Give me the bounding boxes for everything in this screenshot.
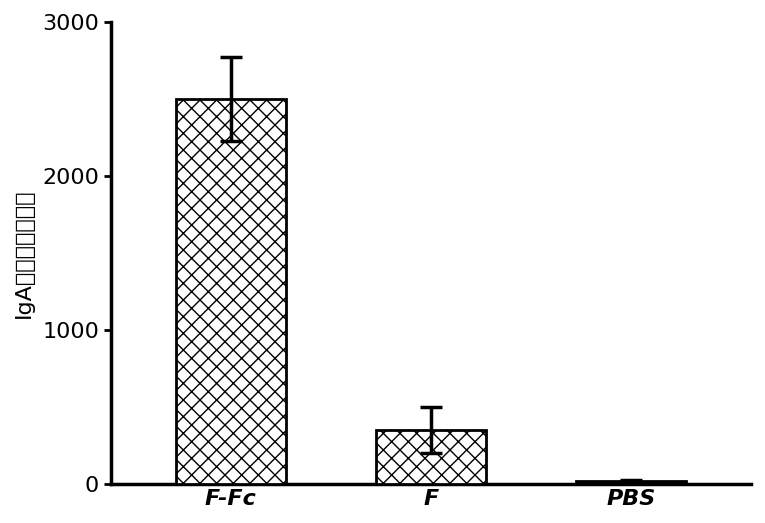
Y-axis label: IgA滴度（肺洗液）: IgA滴度（肺洗液）: [14, 188, 34, 318]
Bar: [376, 430, 486, 484]
Bar: [576, 481, 686, 484]
Bar: [176, 99, 286, 484]
